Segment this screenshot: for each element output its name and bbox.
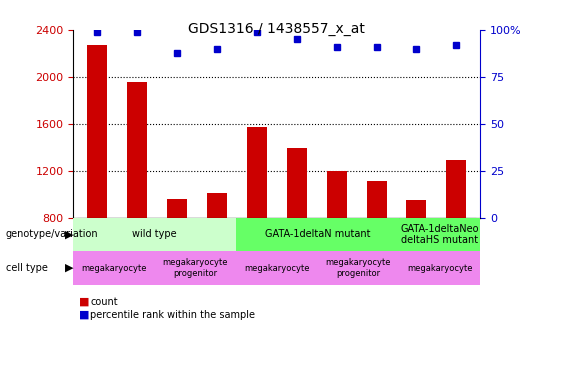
- Text: ▶: ▶: [65, 230, 73, 239]
- Text: ■: ■: [79, 310, 90, 320]
- Text: GDS1316 / 1438557_x_at: GDS1316 / 1438557_x_at: [188, 22, 366, 36]
- Text: megakaryocyte: megakaryocyte: [244, 264, 310, 273]
- Text: megakaryocyte: megakaryocyte: [407, 264, 472, 273]
- Text: genotype/variation: genotype/variation: [6, 230, 98, 239]
- Bar: [406, 200, 427, 217]
- Bar: [367, 181, 386, 218]
- Text: megakaryocyte
progenitor: megakaryocyte progenitor: [163, 258, 228, 278]
- Bar: [287, 148, 307, 217]
- Text: cell type: cell type: [6, 263, 47, 273]
- Text: percentile rank within the sample: percentile rank within the sample: [90, 310, 255, 320]
- Text: wild type: wild type: [133, 230, 177, 239]
- Text: GATA-1deltaN mutant: GATA-1deltaN mutant: [265, 230, 370, 239]
- Bar: [247, 127, 267, 218]
- Text: megakaryocyte: megakaryocyte: [81, 264, 147, 273]
- Text: ■: ■: [79, 297, 90, 307]
- Bar: [446, 160, 466, 218]
- Text: ▶: ▶: [65, 263, 73, 273]
- Bar: [127, 82, 147, 218]
- Bar: [207, 193, 227, 217]
- Text: GATA-1deltaNeo
deltaHS mutant: GATA-1deltaNeo deltaHS mutant: [401, 224, 479, 245]
- Text: count: count: [90, 297, 118, 307]
- Text: megakaryocyte
progenitor: megakaryocyte progenitor: [325, 258, 391, 278]
- Bar: [167, 199, 187, 217]
- Bar: [88, 45, 107, 218]
- Bar: [327, 171, 347, 217]
